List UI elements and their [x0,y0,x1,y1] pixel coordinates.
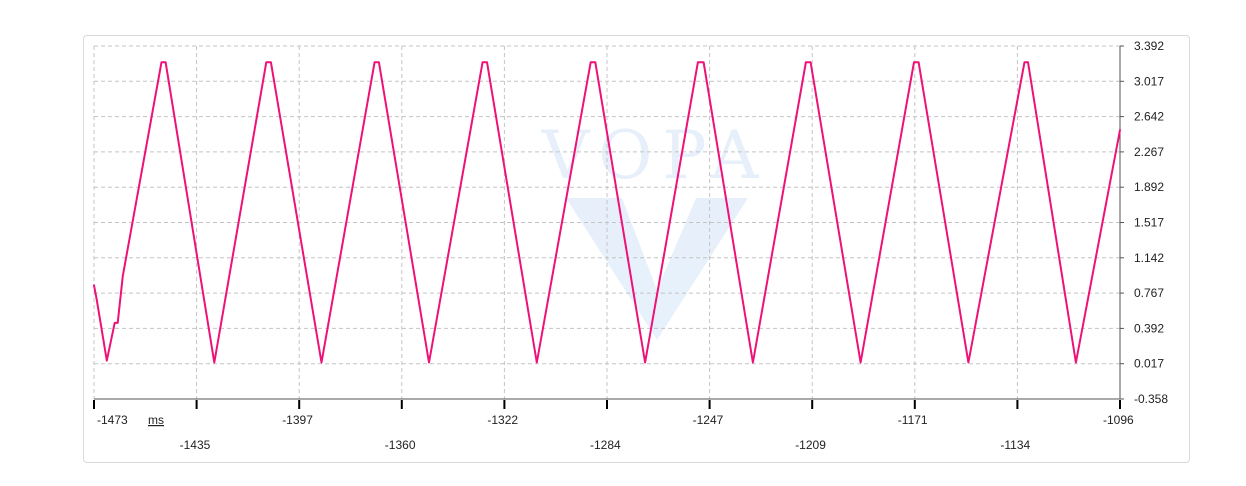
y-tick-label: 1.892 [1134,180,1164,194]
y-tick-label: 3.017 [1134,74,1164,88]
y-tick-label: 3.392 [1134,39,1164,53]
y-tick-label: 1.517 [1134,216,1164,230]
series-layer [93,61,1121,364]
watermark-logo: VOPA [541,117,769,340]
x-tick-label: -1360 [385,438,416,452]
y-tick-label: 0.017 [1134,357,1164,371]
x-axis-unit-label: ms [148,413,164,427]
axes [93,45,1124,409]
x-tick-label: -1247 [693,413,724,427]
series-line [93,61,1121,364]
x-tick-label: -1435 [180,438,211,452]
y-tick-label: 2.267 [1134,145,1164,159]
y-tick-label: 2.642 [1134,110,1164,124]
y-tick-label: 0.767 [1134,286,1164,300]
x-tick-label: -1322 [487,413,518,427]
watermark-v-shape [566,198,748,340]
x-tick-label: -1171 [898,413,928,427]
y-tick-label: 0.392 [1134,321,1164,335]
x-tick-label: -1473 [97,413,128,427]
watermark-text: VOPA [541,117,769,194]
x-tick-label: -1096 [1103,413,1134,427]
y-tick-label: 1.142 [1134,251,1164,265]
x-tick-label: -1284 [590,438,621,452]
y-tick-label: -0.358 [1134,392,1168,406]
x-tick-label: -1397 [282,413,313,427]
grid [93,45,1121,399]
tick-labels: 3.392 3.017 2.642 2.267 1.892 1.517 1.142 0.767… [97,39,1168,452]
x-tick-label: -1209 [795,438,826,452]
x-tick-label: -1134 [1000,438,1030,452]
